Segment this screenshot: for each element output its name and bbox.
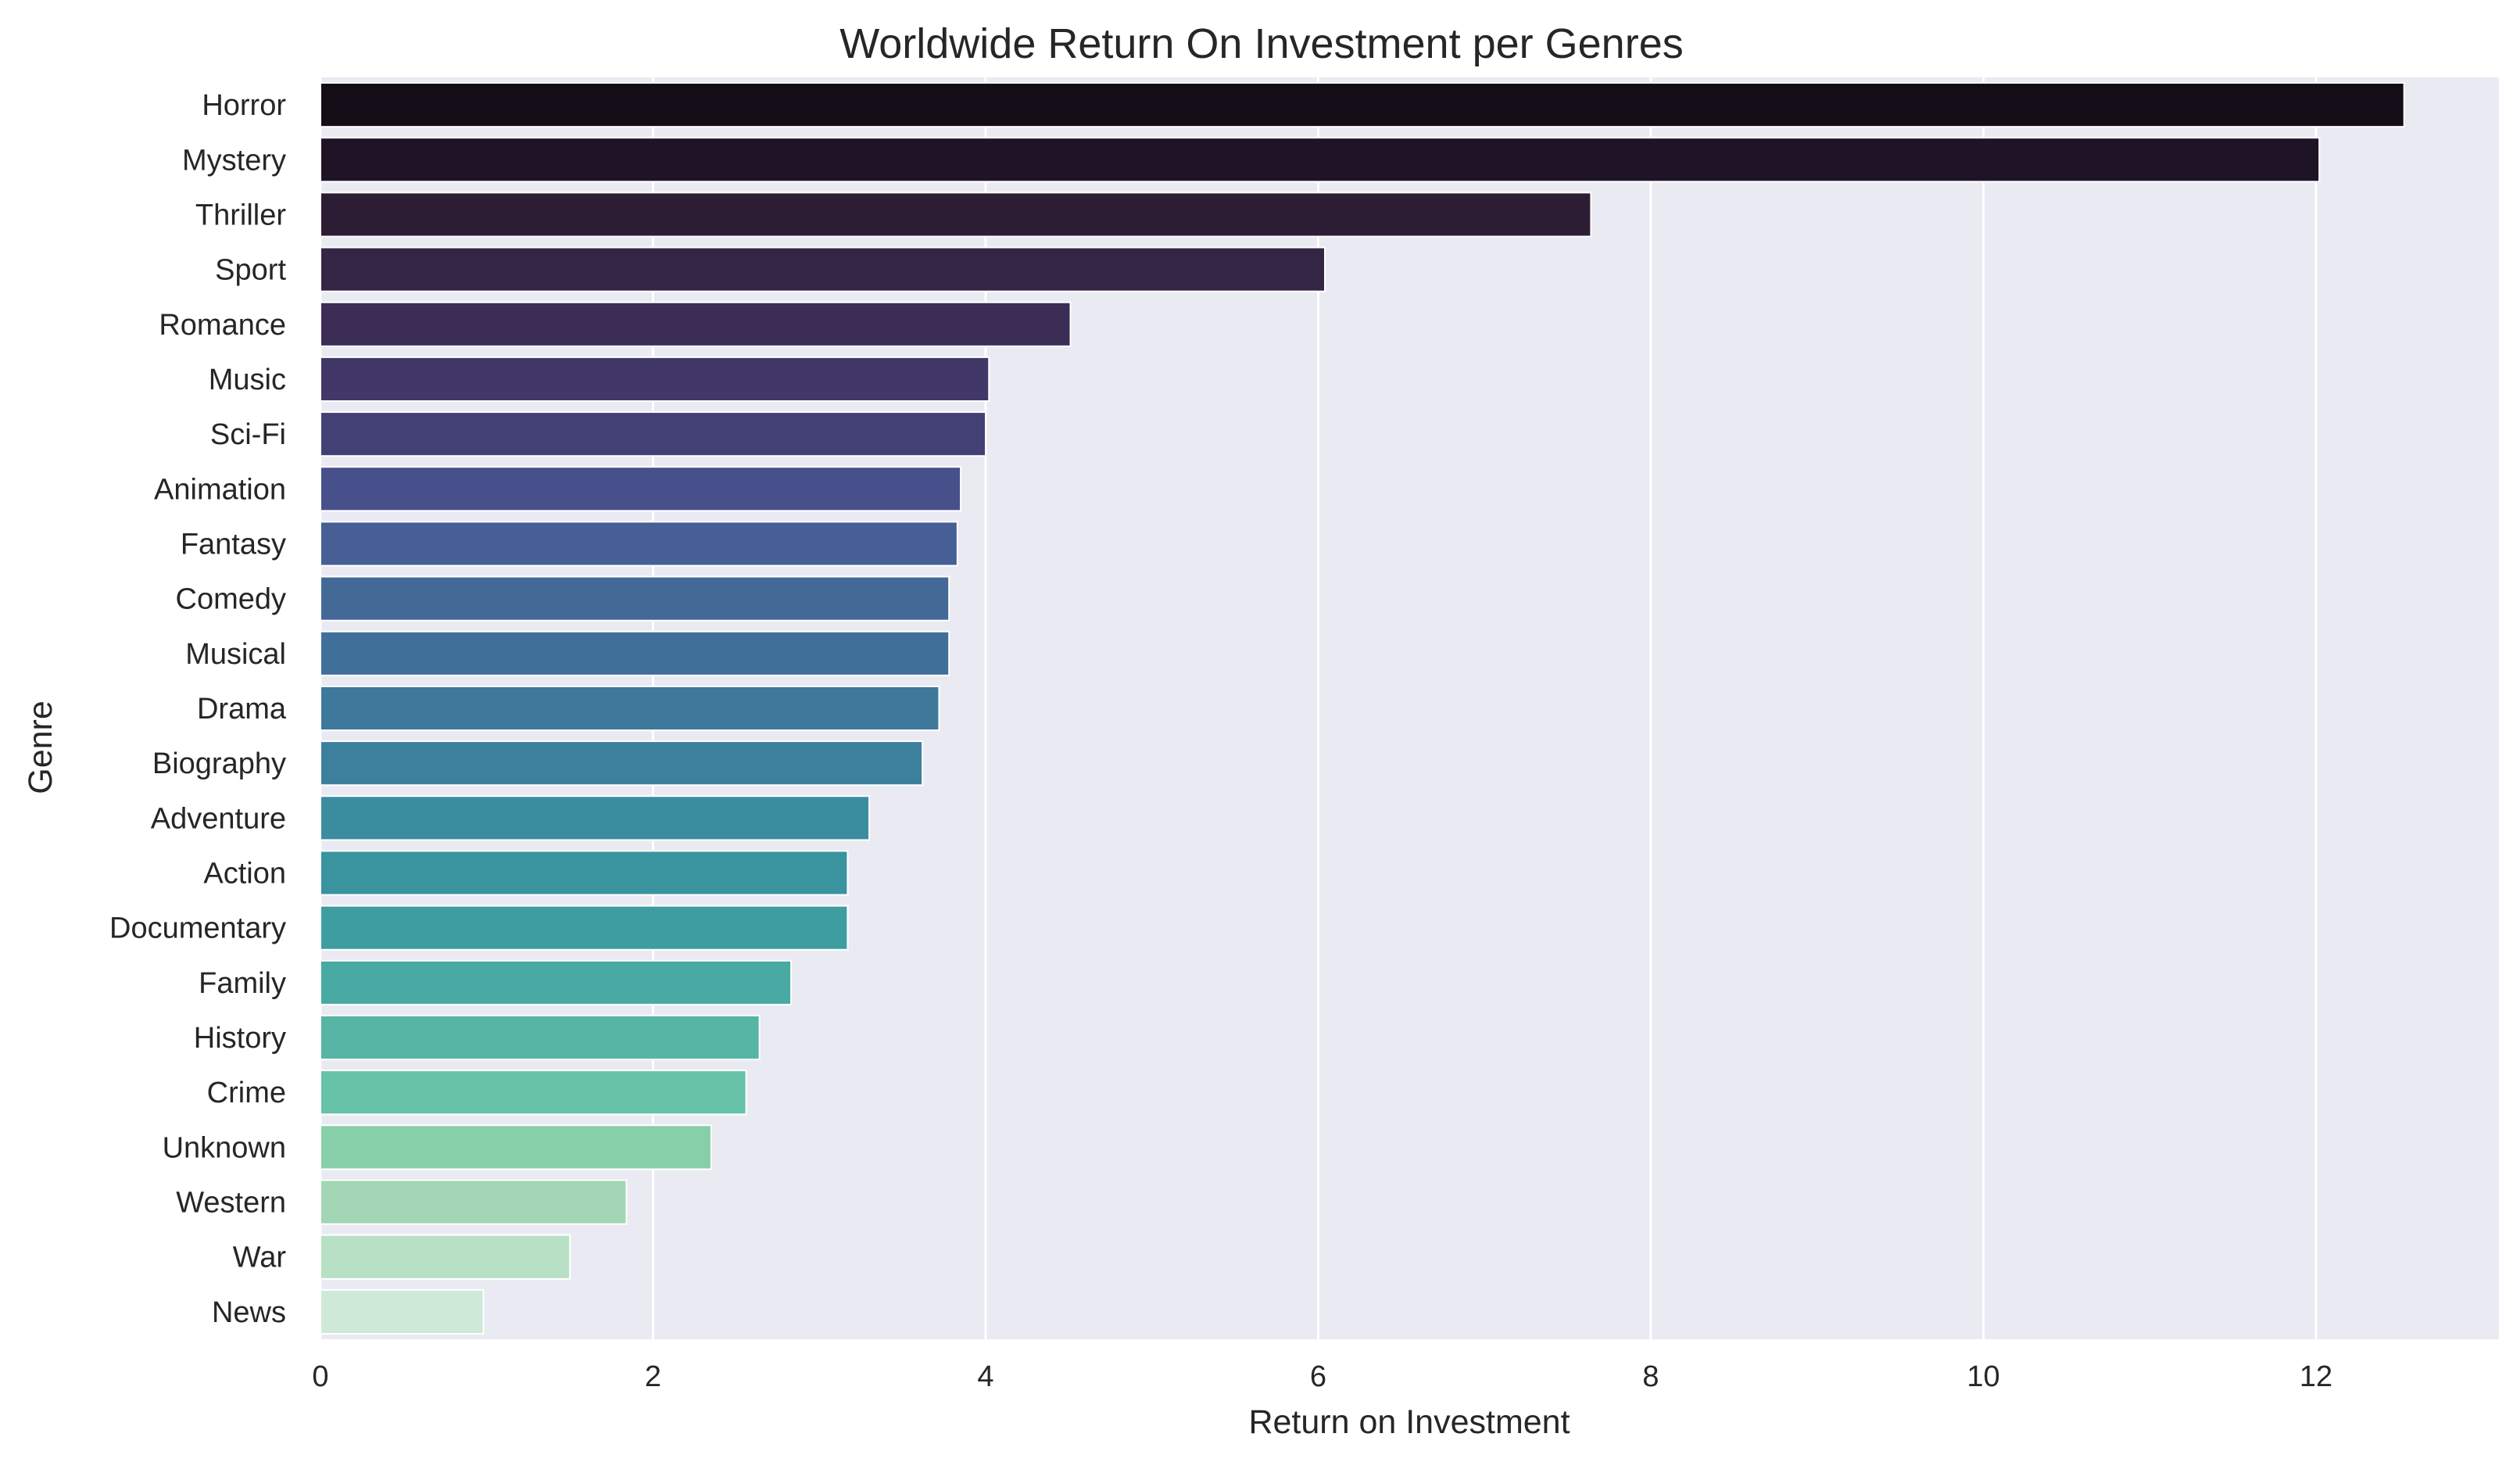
- bar-mystery: [320, 137, 2321, 183]
- bar-crime: [320, 1070, 747, 1116]
- y-tick-label: Unknown: [163, 1131, 286, 1164]
- y-tick-label: Adventure: [151, 802, 286, 835]
- bar-comedy: [320, 575, 950, 622]
- y-tick-label: Drama: [197, 693, 287, 726]
- bar-western: [320, 1179, 628, 1225]
- bar-unknown: [320, 1124, 712, 1170]
- y-tick-label: Family: [199, 967, 286, 1000]
- bars: [320, 82, 2405, 1335]
- bar-fantasy: [320, 521, 958, 567]
- bar-drama: [320, 685, 940, 732]
- y-tick-label: History: [194, 1022, 286, 1055]
- y-tick-label: Sci-Fi: [210, 418, 286, 451]
- bar-sci-fi: [320, 411, 986, 457]
- x-tick-label: 2: [645, 1360, 661, 1393]
- x-axis-label: Return on Investment: [1248, 1403, 1570, 1441]
- bar-war: [320, 1234, 571, 1280]
- x-tick-labels: 0 2 4 6 8 10 12: [312, 1360, 2332, 1393]
- chart-title: Worldwide Return On Investment per Genre…: [839, 20, 1683, 67]
- x-tick-label: 12: [2300, 1360, 2332, 1393]
- bar-animation: [320, 466, 962, 512]
- y-tick-label: Fantasy: [181, 528, 286, 561]
- bar-news: [320, 1288, 485, 1335]
- y-axis-label: Genre: [22, 701, 59, 794]
- x-tick-label: 0: [312, 1360, 328, 1393]
- y-tick-label: Documentary: [109, 912, 286, 945]
- y-tick-label: Western: [176, 1187, 286, 1220]
- x-tick-label: 8: [1642, 1360, 1659, 1393]
- bar-documentary: [320, 905, 849, 951]
- y-tick-label: Romance: [159, 309, 286, 342]
- bar-family: [320, 959, 793, 1005]
- bar-music: [320, 356, 990, 403]
- y-tick-label: Horror: [202, 89, 286, 122]
- y-tick-label: News: [212, 1296, 286, 1329]
- bar-action: [320, 850, 849, 896]
- y-tick-label: Music: [209, 364, 286, 396]
- y-tick-label: Biography: [152, 747, 286, 780]
- y-tick-label: Animation: [154, 473, 286, 506]
- y-tick-label: Comedy: [176, 583, 287, 616]
- bar-sport: [320, 246, 1326, 292]
- bar-biography: [320, 740, 924, 787]
- y-tick-label: Mystery: [182, 144, 286, 177]
- bar-romance: [320, 301, 1072, 347]
- y-tick-label: War: [233, 1242, 287, 1274]
- bar-horror: [320, 82, 2405, 128]
- bar-thriller: [320, 192, 1592, 238]
- y-tick-label: Thriller: [195, 199, 286, 231]
- x-tick-label: 10: [1967, 1360, 1999, 1393]
- y-tick-label: Crime: [207, 1077, 286, 1109]
- y-tick-labels: Horror Mystery Thriller Sport Romance Music Sc…: [109, 89, 287, 1329]
- bar-history: [320, 1014, 761, 1061]
- y-tick-label: Sport: [215, 254, 286, 287]
- bar-musical: [320, 630, 950, 676]
- bar-adventure: [320, 795, 871, 841]
- y-tick-label: Musical: [185, 638, 286, 671]
- x-tick-label: 6: [1310, 1360, 1326, 1393]
- x-tick-label: 4: [977, 1360, 993, 1393]
- y-tick-label: Action: [203, 858, 286, 890]
